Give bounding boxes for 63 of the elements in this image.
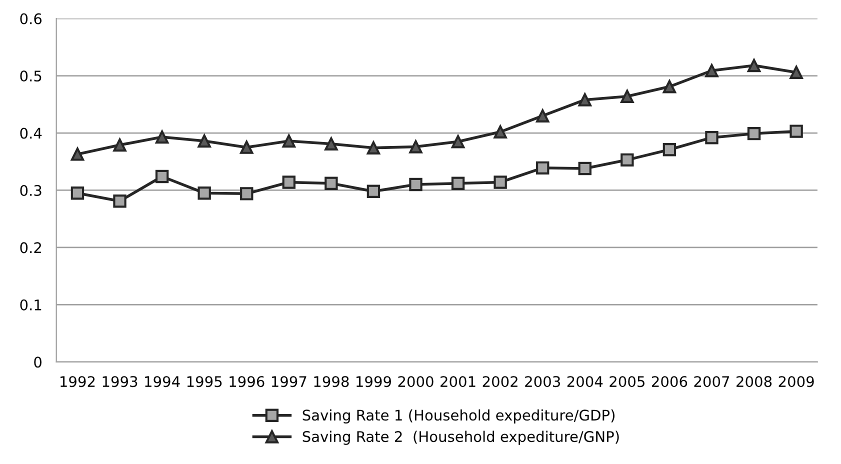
point: [70, 186, 84, 200]
point: [324, 176, 338, 190]
y-tick-label: 0.5: [20, 70, 42, 82]
x-tick-label: 1994: [145, 376, 180, 388]
x-tick-label: 2008: [736, 376, 772, 388]
y-tick-label: 0.4: [20, 128, 42, 139]
x-tick-label: 1995: [187, 376, 222, 388]
point: [113, 194, 126, 208]
y-tick-label: 0.3: [20, 184, 42, 196]
x-tick-label: 2007: [694, 376, 730, 388]
point: [113, 138, 126, 152]
x-tick-label: 2004: [567, 376, 603, 388]
point: [578, 93, 592, 106]
point: [155, 170, 169, 184]
point: [662, 80, 676, 94]
point: [705, 64, 718, 78]
point: [662, 143, 676, 156]
point: [747, 126, 761, 140]
point: [282, 134, 296, 148]
point: [70, 148, 84, 161]
point: [155, 130, 169, 144]
x-tick-label: 2009: [778, 376, 814, 388]
point: [282, 176, 296, 189]
point: [620, 153, 634, 167]
point: [536, 109, 550, 122]
point: [578, 162, 592, 176]
x-tick-label: 2001: [440, 376, 476, 388]
point: [324, 137, 338, 150]
point: [240, 140, 254, 154]
point: [536, 161, 550, 175]
point: [366, 141, 380, 154]
point: [747, 58, 761, 72]
point: [366, 184, 380, 198]
y-tick-label: 0.1: [20, 299, 42, 310]
x-tick-label: 2000: [398, 376, 434, 388]
point: [620, 90, 634, 103]
x-tick-label: 2006: [652, 376, 688, 388]
point: [494, 176, 507, 189]
point: [790, 124, 803, 138]
x-tick-label: 1992: [60, 376, 95, 388]
point: [409, 140, 422, 154]
x-tick-label: 2003: [525, 376, 560, 388]
x-tick-label: 2005: [610, 376, 644, 388]
point: [409, 178, 422, 192]
point: [451, 176, 465, 190]
y-tick-label: 0: [34, 356, 42, 368]
x-tick-label: 1993: [102, 376, 138, 388]
point: [198, 186, 211, 200]
x-tick-label: 1997: [272, 376, 306, 388]
x-tick-label: 1996: [230, 376, 264, 388]
x-tick-label: 1998: [314, 376, 349, 388]
point: [790, 66, 803, 79]
legend-label: Saving Rate 1 (Household expediture/GDP): [302, 409, 614, 424]
point: [451, 134, 465, 148]
y-tick-label: 0.6: [20, 13, 42, 24]
point: [240, 187, 254, 200]
point: [198, 134, 211, 148]
legend-label: Saving Rate 2 (Household expediture/GNP): [302, 430, 619, 445]
x-tick-label: 1999: [356, 376, 392, 388]
y-tick-label: 0.2: [20, 242, 41, 254]
point: [705, 130, 718, 144]
x-tick-label: 2002: [482, 376, 518, 388]
point: [494, 125, 507, 138]
